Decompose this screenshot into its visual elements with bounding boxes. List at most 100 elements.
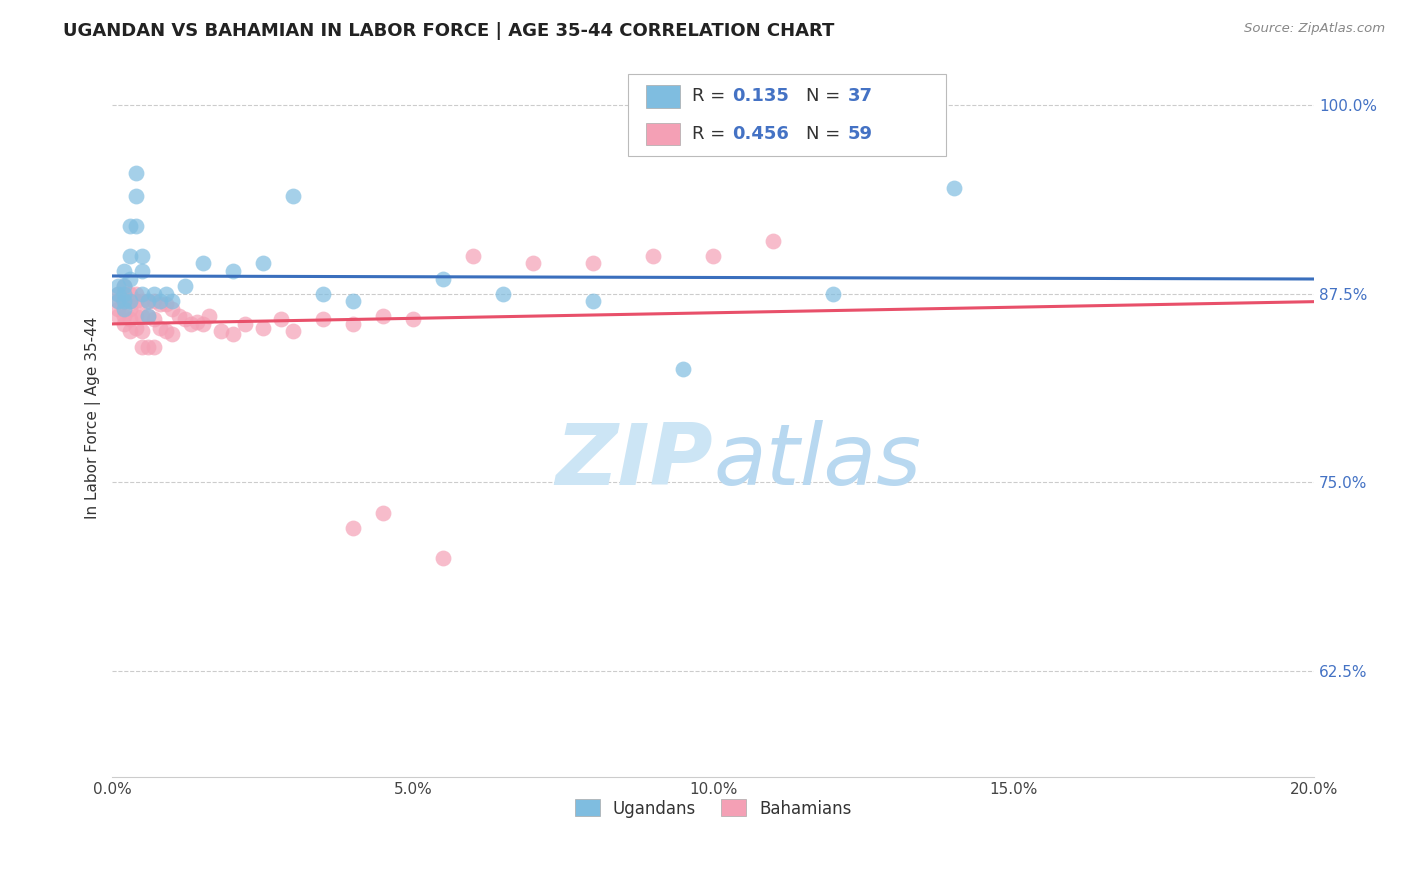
Point (112, 317, 135, 331)
Point (120, 325, 142, 339)
Point (162, 294, 184, 309)
Point (112, 264, 135, 278)
Point (149, 321, 172, 335)
Point (138, 310, 160, 324)
Point (672, 362, 695, 376)
Point (233, 317, 256, 331)
Point (461, 249, 484, 263)
Text: 37: 37 (848, 87, 873, 105)
Text: 59: 59 (848, 125, 873, 143)
Point (131, 294, 153, 309)
Text: N =: N = (806, 125, 846, 143)
Point (252, 321, 274, 335)
Point (112, 279, 135, 293)
Point (112, 286, 135, 301)
Point (125, 294, 148, 309)
Point (107, 310, 129, 324)
Point (112, 286, 135, 301)
Point (702, 249, 724, 263)
Point (107, 279, 129, 293)
Point (143, 312, 166, 326)
Point (120, 271, 142, 285)
Legend: Ugandans, Bahamians: Ugandans, Bahamians (567, 791, 860, 826)
Point (281, 188, 304, 202)
Point (138, 339, 160, 353)
Point (643, 249, 665, 263)
FancyBboxPatch shape (645, 122, 679, 145)
Point (143, 286, 166, 301)
Point (149, 297, 172, 311)
Point (432, 271, 454, 285)
Point (221, 264, 243, 278)
Point (342, 294, 364, 309)
Point (342, 317, 364, 331)
Point (131, 310, 153, 324)
Point (492, 286, 515, 301)
Text: 0.135: 0.135 (733, 87, 789, 105)
Point (173, 312, 195, 326)
Point (120, 301, 142, 316)
Point (125, 188, 148, 202)
Point (312, 312, 335, 326)
Point (155, 286, 177, 301)
Point (197, 310, 219, 324)
Point (107, 301, 129, 316)
Point (112, 294, 135, 309)
Point (312, 286, 335, 301)
Point (138, 294, 160, 309)
Point (582, 256, 605, 270)
Point (107, 286, 129, 301)
Point (107, 294, 129, 309)
Point (155, 297, 177, 311)
Point (582, 294, 605, 309)
Text: 0.456: 0.456 (733, 125, 789, 143)
Point (120, 219, 142, 233)
Point (281, 325, 304, 339)
Point (432, 550, 454, 565)
Point (138, 294, 160, 309)
Point (209, 325, 232, 339)
Point (762, 234, 785, 248)
Point (120, 294, 142, 309)
Point (371, 506, 394, 520)
Point (131, 339, 153, 353)
Point (125, 166, 148, 180)
Point (112, 279, 135, 293)
Point (112, 301, 135, 316)
Y-axis label: In Labor Force | Age 35-44: In Labor Force | Age 35-44 (86, 317, 101, 519)
Text: R =: R = (692, 87, 731, 105)
Point (120, 294, 142, 309)
Point (107, 286, 129, 301)
Point (167, 310, 190, 324)
Point (149, 294, 172, 309)
FancyBboxPatch shape (645, 85, 679, 108)
Point (138, 310, 160, 324)
Point (125, 286, 148, 301)
Point (155, 325, 177, 339)
Point (125, 321, 148, 335)
Point (131, 286, 153, 301)
Point (112, 294, 135, 309)
Point (125, 219, 148, 233)
Point (125, 310, 148, 324)
Point (162, 327, 184, 342)
Point (191, 317, 214, 331)
Text: N =: N = (806, 87, 846, 105)
Point (120, 312, 142, 326)
Point (180, 317, 202, 331)
Point (131, 249, 153, 263)
Point (107, 294, 129, 309)
Point (342, 521, 364, 535)
FancyBboxPatch shape (628, 74, 946, 156)
Point (112, 310, 135, 324)
Point (131, 325, 153, 339)
Point (131, 264, 153, 278)
Point (173, 279, 195, 293)
Text: atlas: atlas (713, 420, 921, 503)
Text: R =: R = (692, 125, 731, 143)
Text: UGANDAN VS BAHAMIAN IN LABOR FORCE | AGE 35-44 CORRELATION CHART: UGANDAN VS BAHAMIAN IN LABOR FORCE | AGE… (63, 22, 835, 40)
Point (143, 294, 166, 309)
Point (186, 315, 208, 329)
Point (143, 339, 166, 353)
Point (120, 249, 142, 263)
